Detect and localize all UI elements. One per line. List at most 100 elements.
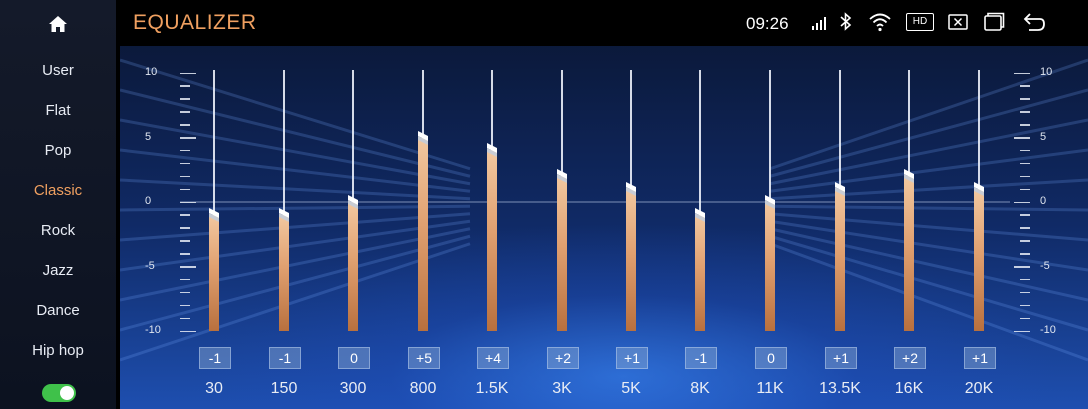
- level-bar: [418, 137, 428, 331]
- scale-label: 10: [1040, 66, 1053, 78]
- band-frequency: 16K: [894, 380, 924, 397]
- home-button[interactable]: [0, 0, 116, 48]
- preset-user[interactable]: User: [42, 61, 74, 79]
- scale-tick: [1020, 111, 1030, 113]
- slider-handle[interactable]: [902, 168, 916, 184]
- scale-tick: [1014, 72, 1030, 74]
- level-bar: [904, 176, 914, 331]
- hd-icon: HD: [906, 13, 934, 31]
- slider-track[interactable]: [213, 70, 215, 331]
- slider-handle[interactable]: [277, 207, 291, 223]
- scale-tick: [180, 317, 190, 320]
- slider-handle[interactable]: [207, 207, 221, 223]
- clock: 09:26: [746, 14, 789, 33]
- band-value: +5: [408, 347, 440, 369]
- band-value: +1: [964, 347, 996, 369]
- preset-sidebar: User Flat Pop Classic Rock Jazz Dance Hip hop: [0, 0, 116, 409]
- scale-tick: [1020, 175, 1030, 178]
- scale-tick: [180, 266, 196, 268]
- scale-tick: [180, 304, 190, 307]
- slider-handle[interactable]: [555, 168, 569, 184]
- band-value: +4: [477, 347, 509, 369]
- home-icon: [49, 16, 67, 32]
- bluetooth-icon: [840, 12, 852, 31]
- slider-handle[interactable]: [485, 142, 499, 158]
- level-bar: [974, 189, 984, 331]
- level-bar: [209, 214, 219, 331]
- band-frequency: 800: [409, 380, 437, 397]
- equalizer-panel: EQUALIZER 09:26 HD 10 5 0 -5 -10 10 5 0: [120, 0, 1088, 409]
- preset-flat[interactable]: Flat: [45, 101, 71, 119]
- preset-dance[interactable]: Dance: [36, 301, 80, 319]
- scale-tick: [1020, 85, 1030, 87]
- scale-tick: [180, 111, 190, 113]
- band-value: +2: [894, 347, 926, 369]
- window-icon[interactable]: [982, 10, 1006, 34]
- scale-tick: [180, 162, 190, 165]
- scale-tick: [180, 278, 190, 281]
- eq-enable-toggle[interactable]: [42, 384, 76, 402]
- scale-tick: [1020, 98, 1030, 100]
- band-frequency: 8K: [690, 380, 710, 397]
- scale-tick: [180, 149, 190, 152]
- scale-tick: [1020, 317, 1030, 320]
- slider-handle[interactable]: [763, 194, 777, 210]
- page-title: EQUALIZER: [133, 11, 257, 34]
- top-bar: EQUALIZER 09:26 HD: [120, 0, 1088, 46]
- scale-tick: [1020, 149, 1030, 152]
- slider-handle[interactable]: [833, 181, 847, 197]
- scale-tick: [1020, 214, 1030, 216]
- scale-tick: [1014, 137, 1030, 139]
- scale-tick: [180, 227, 190, 229]
- scale-tick: [1014, 330, 1030, 332]
- preset-rock[interactable]: Rock: [40, 221, 76, 239]
- preset-pop[interactable]: Pop: [44, 141, 72, 159]
- background-perspective-lines: [120, 58, 1088, 362]
- band-value: -1: [685, 347, 717, 369]
- preset-jazz[interactable]: Jazz: [42, 261, 74, 279]
- band-frequency: 3K: [552, 380, 572, 397]
- slider-handle[interactable]: [624, 181, 638, 197]
- preset-classic[interactable]: Classic: [33, 181, 83, 199]
- scale-label: 0: [1040, 195, 1047, 207]
- level-bar: [487, 150, 497, 331]
- slider-handle[interactable]: [693, 207, 707, 223]
- preset-hip-hop[interactable]: Hip hop: [32, 341, 84, 359]
- band-value: +1: [616, 347, 648, 369]
- slider-handle[interactable]: [972, 181, 986, 197]
- scale-tick: [180, 124, 190, 126]
- scale-tick: [180, 201, 196, 203]
- level-bar: [695, 214, 705, 331]
- band-frequency: 300: [339, 380, 367, 397]
- slider-track[interactable]: [699, 70, 701, 331]
- scale-label: -10: [1040, 324, 1056, 336]
- scale-tick: [180, 137, 196, 139]
- close-box-icon[interactable]: [947, 10, 969, 34]
- scale-tick: [1020, 188, 1030, 191]
- scale-tick: [180, 175, 190, 178]
- wifi-icon: [869, 13, 891, 32]
- scale-tick: [180, 188, 190, 191]
- scale-tick: [180, 240, 190, 242]
- scale-tick: [180, 98, 190, 100]
- band-value: +1: [825, 347, 857, 369]
- slider-track[interactable]: [283, 70, 285, 331]
- scale-tick: [1020, 304, 1030, 307]
- slider-handle[interactable]: [416, 130, 430, 146]
- band-value: +2: [547, 347, 579, 369]
- scale-label: 5: [145, 130, 152, 143]
- scale-tick: [180, 214, 190, 216]
- band-frequency: 150: [270, 380, 298, 397]
- level-bar: [835, 189, 845, 331]
- scale-tick: [180, 291, 190, 294]
- band-frequency: 1.5K: [475, 380, 509, 397]
- slider-handle[interactable]: [346, 194, 360, 210]
- level-bar: [626, 189, 636, 331]
- band-value: 0: [755, 347, 787, 369]
- scale-label: -10: [145, 324, 161, 336]
- band-value: 0: [338, 347, 370, 369]
- back-icon[interactable]: [1021, 10, 1047, 34]
- scale-label: -5: [1040, 259, 1050, 272]
- scale-tick: [180, 72, 196, 74]
- band-value: -1: [269, 347, 301, 369]
